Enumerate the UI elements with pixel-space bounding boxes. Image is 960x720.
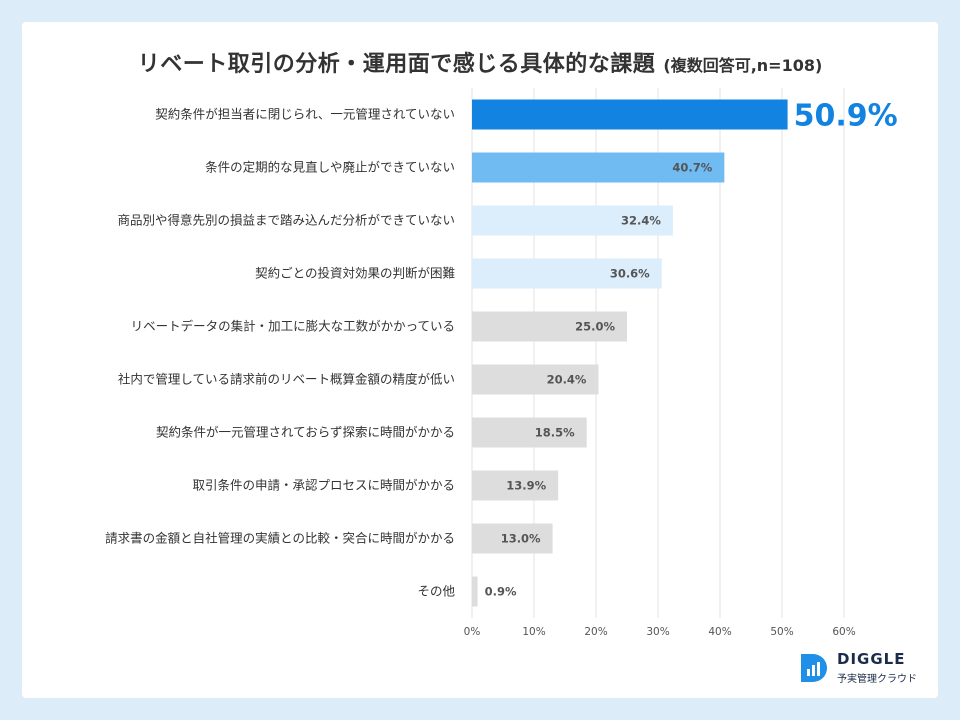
x-tick-label: 10% — [522, 626, 545, 638]
value-label: 0.9% — [485, 585, 517, 599]
bar — [472, 311, 627, 342]
bar — [472, 364, 599, 395]
category-label: 商品別や得意先別の損益まで踏み込んだ分析ができていない — [117, 213, 455, 228]
chart-title-main: リベート取引の分析・運用面で感じる具体的な課題 — [137, 52, 656, 77]
logo-name: DIGGLE — [837, 650, 906, 668]
x-tick-label: 0% — [464, 626, 481, 638]
logo-tagline: 予実管理クラウド — [837, 674, 917, 685]
chart-card — [22, 22, 938, 698]
category-label: 条件の定期的な見直しや廃止ができていない — [205, 160, 455, 175]
category-label: その他 — [417, 584, 455, 599]
category-label: 契約条件が一元管理されておらず探索に時間がかかる — [156, 425, 455, 440]
bar — [472, 99, 788, 130]
bar — [472, 258, 662, 289]
x-tick-label: 50% — [770, 626, 793, 638]
value-label-highlight: 50.9% — [794, 99, 898, 134]
value-label: 13.9% — [506, 479, 546, 493]
x-tick-label: 20% — [584, 626, 607, 638]
value-label: 25.0% — [575, 320, 615, 334]
bar — [472, 205, 673, 236]
category-label: 契約ごとの投資対効果の判断が困難 — [255, 266, 455, 281]
chart-title: リベート取引の分析・運用面で感じる具体的な課題 (複数回答可,n=108) — [22, 46, 938, 78]
value-label: 18.5% — [535, 426, 575, 440]
value-label: 30.6% — [610, 267, 650, 281]
x-tick-label: 60% — [832, 626, 855, 638]
bar — [472, 470, 559, 501]
value-label: 20.4% — [547, 373, 587, 387]
diggle-logo: DIGGLE 予実管理クラウド — [799, 650, 929, 690]
chart-subtitle: (複数回答可,n=108) — [663, 56, 823, 75]
bar — [472, 417, 587, 448]
value-label: 13.0% — [501, 532, 541, 546]
category-label: 請求書の金額と自社管理の実績との比較・突合に時間がかかる — [105, 531, 455, 546]
x-tick-label: 30% — [646, 626, 669, 638]
category-label: 社内で管理している請求前のリベート概算金額の精度が低い — [118, 372, 455, 387]
bar — [472, 523, 553, 554]
x-tick-label: 40% — [708, 626, 731, 638]
category-label: 契約条件が担当者に閉じられ、一元管理されていない — [155, 107, 455, 122]
bar — [472, 576, 478, 607]
diggle-logo-icon — [801, 654, 827, 682]
category-label: 取引条件の申請・承認プロセスに時間がかかる — [192, 478, 455, 493]
value-label: 32.4% — [621, 214, 661, 228]
category-label: リベートデータの集計・加工に膨大な工数がかかっている — [131, 319, 455, 334]
bar — [472, 152, 725, 183]
value-label: 40.7% — [672, 161, 712, 175]
